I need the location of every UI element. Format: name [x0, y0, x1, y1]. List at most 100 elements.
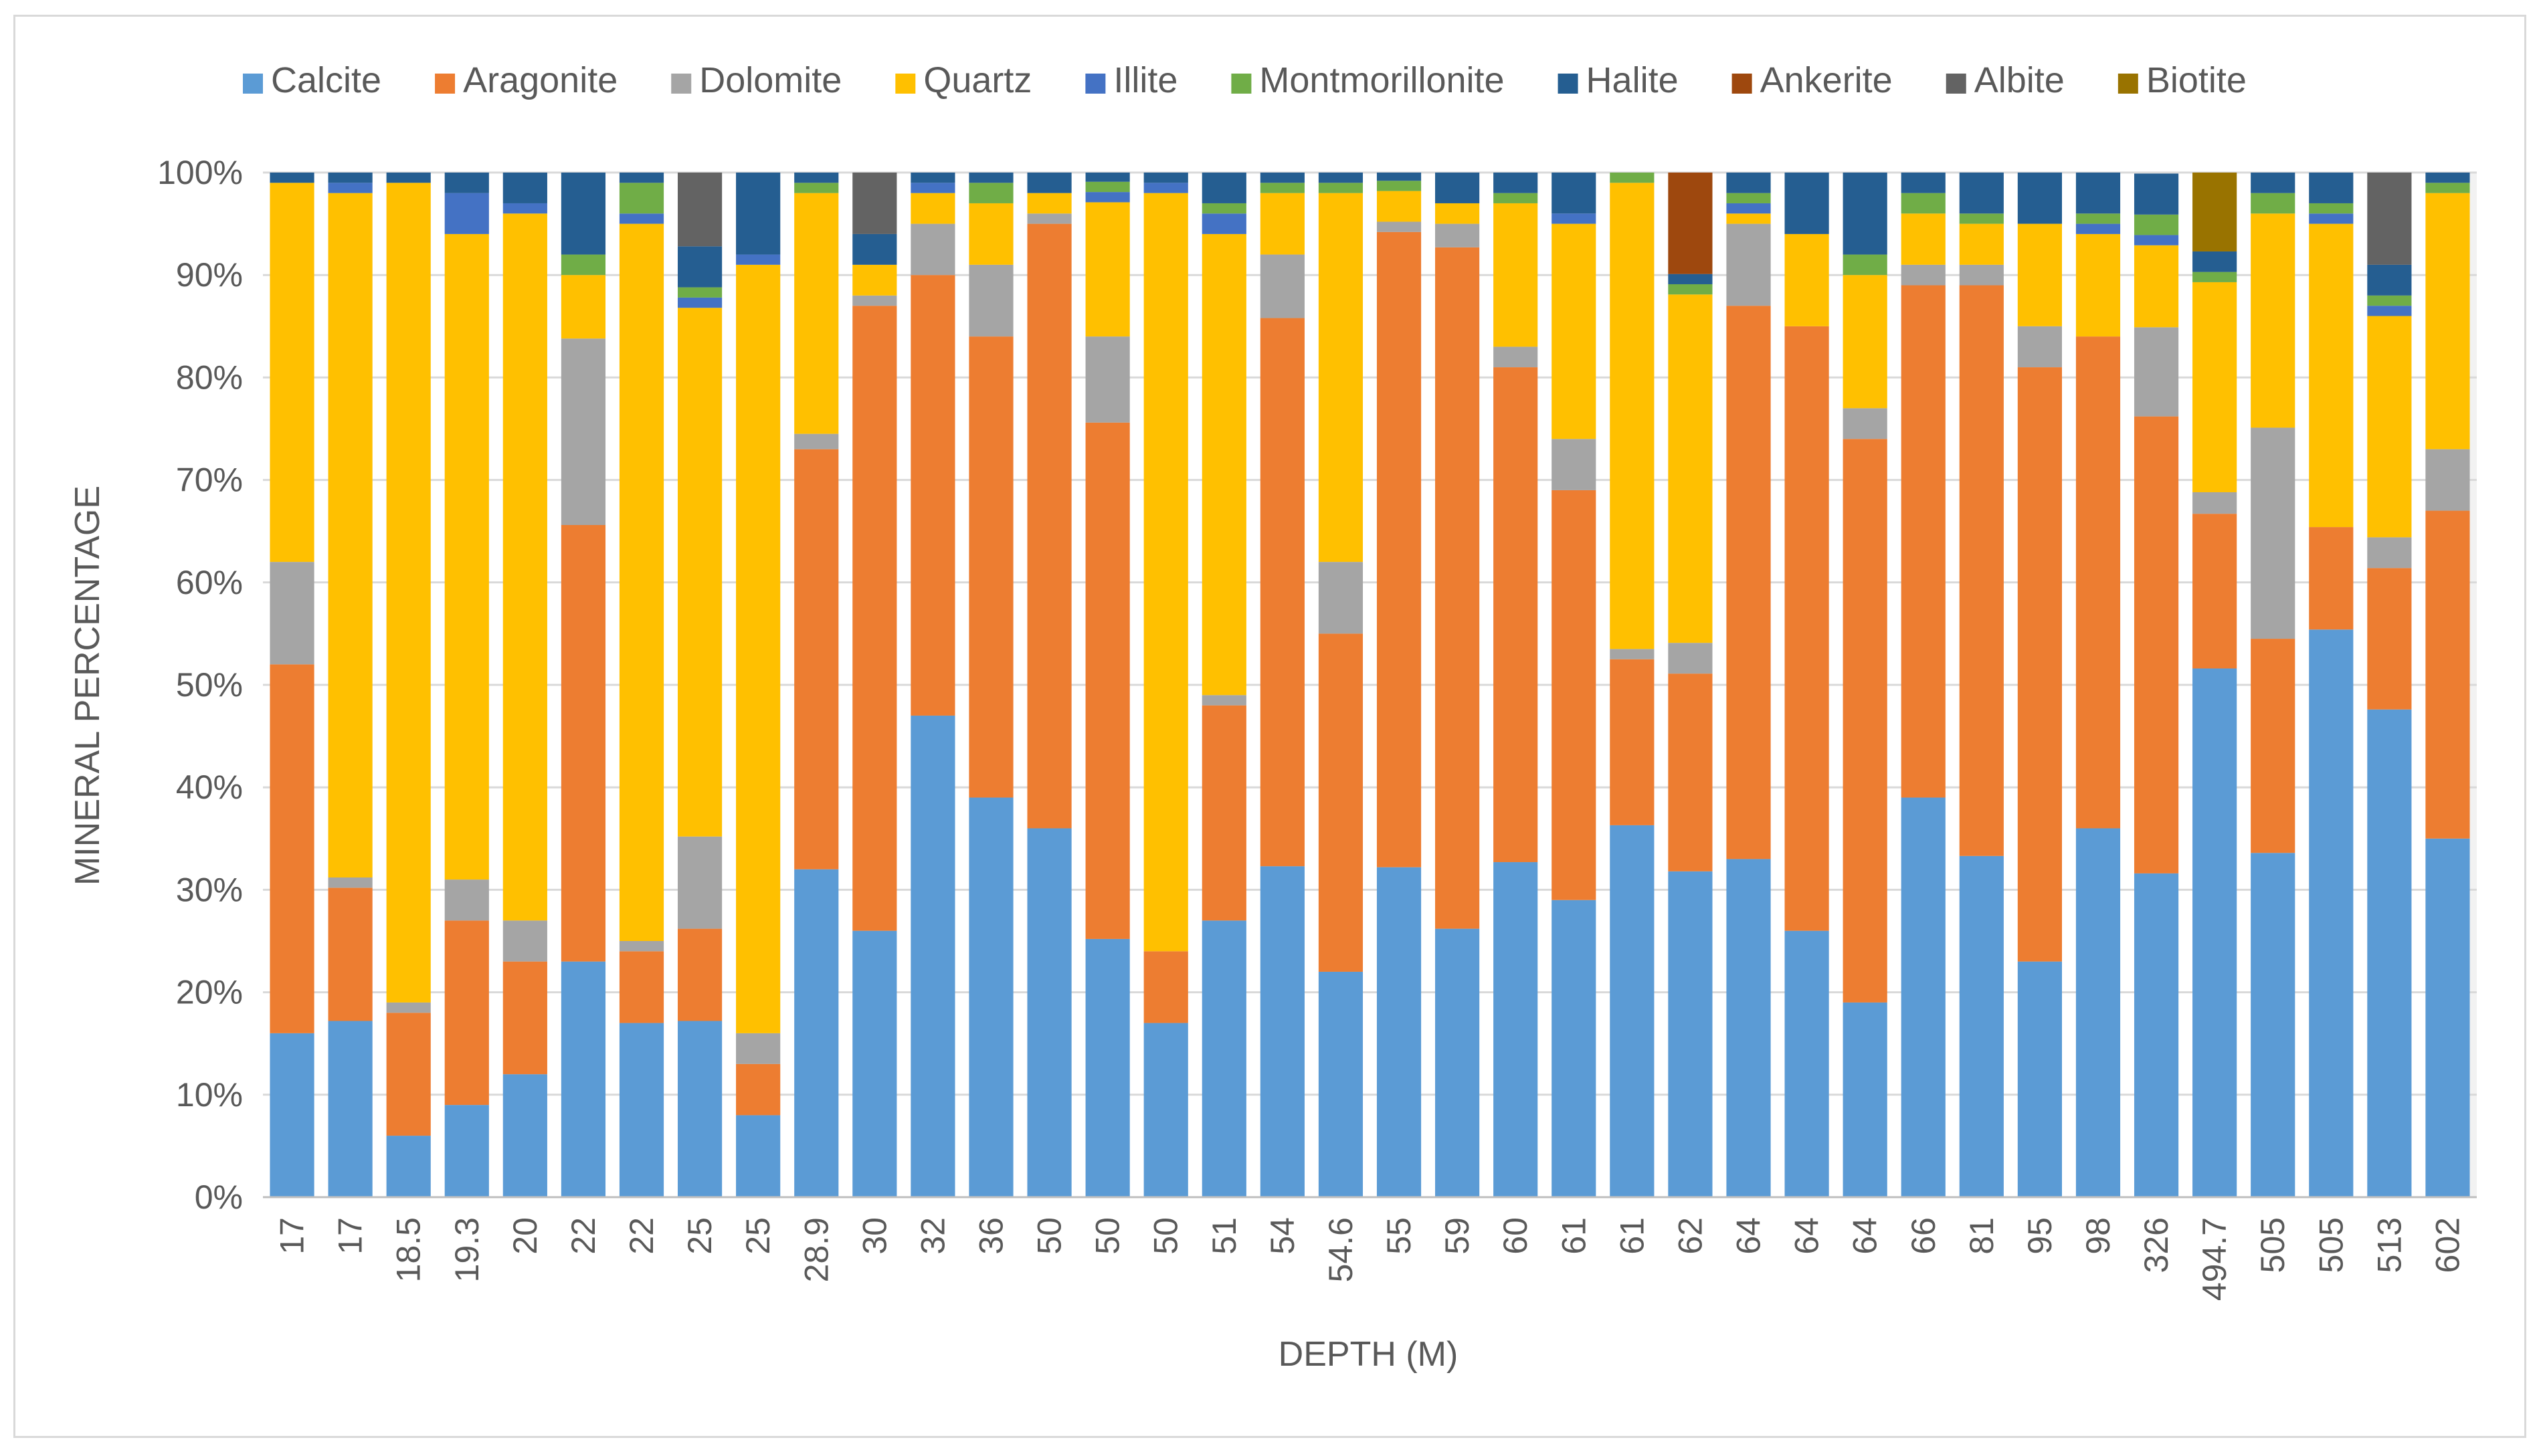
bar-segment-calcite [502, 1074, 547, 1197]
bar-segment-dolomite [1843, 408, 1887, 439]
legend-swatch-biotite [2118, 74, 2138, 94]
bar-segment-illite [328, 183, 373, 193]
x-tick-label: 22 [565, 1217, 602, 1255]
bar-segment-aragonite [2309, 527, 2354, 630]
legend-label-albite: Albite [1974, 60, 2065, 100]
bar-segment-illite [2075, 223, 2121, 234]
bar-segment-aragonite [1202, 705, 1246, 921]
bar-segment-calcite [386, 1136, 431, 1197]
bar-segment-dolomite [619, 941, 664, 952]
bar-segment-quartz [1959, 223, 2004, 265]
bar-segment-dolomite [328, 877, 373, 888]
y-tick-label: 90% [176, 256, 243, 294]
bar-segment-halite [2251, 173, 2295, 193]
bar-segment-calcite [270, 1033, 314, 1197]
bar-segment-illite [1202, 213, 1246, 234]
bar-segment-calcite [2192, 668, 2237, 1197]
bar-segment-montmorillonite [1085, 181, 1130, 193]
bar-segment-aragonite [2251, 639, 2295, 853]
bar-segment-quartz [2309, 223, 2354, 528]
bar-segment-quartz [2251, 213, 2295, 428]
bar-segment-aragonite [794, 449, 839, 869]
bar-segment-aragonite [328, 888, 373, 1021]
bar-segment-calcite [2367, 709, 2412, 1197]
bar-segment-aragonite [2425, 510, 2470, 839]
x-tick-label: 19.3 [448, 1217, 486, 1282]
bar-segment-calcite [1085, 938, 1130, 1197]
x-tick-label: 25 [681, 1217, 719, 1255]
bar-segment-aragonite [969, 336, 1014, 798]
y-tick-label: 40% [176, 768, 243, 806]
bar-segment-aragonite [1784, 326, 1829, 931]
bar-segment-ankerite [1668, 173, 1713, 274]
bar-segment-aragonite [1959, 285, 2004, 856]
x-tick-label: 64 [1730, 1217, 1768, 1255]
x-tick-label: 54.6 [1322, 1217, 1359, 1282]
bar-segment-aragonite [911, 275, 955, 716]
bar-segment-illite [2367, 306, 2412, 316]
bar-segment-calcite [911, 715, 955, 1197]
x-tick-label: 60 [1497, 1217, 1534, 1255]
x-tick-label: 17 [332, 1217, 369, 1255]
x-tick-label: 326 [2138, 1217, 2175, 1273]
legend-swatch-quartz [895, 74, 916, 94]
bar-segment-montmorillonite [2309, 203, 2354, 214]
bar-segment-quartz [852, 264, 897, 296]
legend-label-montmorillonite: Montmorillonite [1259, 60, 1504, 100]
bar-segment-quartz [2192, 282, 2237, 492]
bar-segment-quartz [2425, 193, 2470, 449]
legend-swatch-calcite [243, 74, 263, 94]
bar-segment-calcite [619, 1023, 664, 1197]
bar-segment-halite [678, 246, 723, 288]
bar-segment-quartz [2367, 316, 2412, 538]
bar-segment-aragonite [1901, 285, 1946, 798]
bar-segment-quartz [328, 193, 373, 878]
legend-label-halite: Halite [1586, 60, 1679, 100]
x-tick-label: 50 [1089, 1217, 1127, 1255]
bar-segment-quartz [1610, 183, 1655, 649]
y-tick-label: 10% [176, 1076, 243, 1114]
bar-segment-montmorillonite [1726, 193, 1771, 203]
bar-segment-dolomite [444, 879, 489, 921]
bar-segment-aragonite [1610, 659, 1655, 825]
legend-swatch-montmorillonite [1231, 74, 1252, 94]
bar-segment-quartz [1085, 202, 1130, 337]
bar-segment-montmorillonite [794, 183, 839, 193]
x-axis-title: DEPTH (M) [1279, 1335, 1458, 1374]
bar-segment-calcite [328, 1021, 373, 1197]
bar-segment-quartz [2075, 233, 2121, 337]
x-tick-label: 95 [2021, 1217, 2059, 1255]
bar-segment-aragonite [1085, 422, 1130, 939]
bar-segment-montmorillonite [678, 287, 723, 298]
bar-segment-aragonite [736, 1063, 781, 1116]
bar-segment-dolomite [1959, 264, 2004, 286]
bar-segment-dolomite [1435, 223, 1480, 247]
x-tick-label: 602 [2429, 1217, 2466, 1273]
x-tick-label: 61 [1613, 1217, 1651, 1255]
bar-segment-dolomite [2425, 449, 2470, 511]
bar-segment-montmorillonite [2192, 272, 2237, 282]
bar-segment-aragonite [386, 1013, 431, 1136]
bar-segment-dolomite [969, 264, 1014, 337]
bar-segment-calcite [2309, 629, 2354, 1197]
bar-segment-aragonite [1668, 673, 1713, 871]
bar-segment-montmorillonite [561, 254, 606, 276]
x-tick-label: 62 [1671, 1217, 1709, 1255]
bar-segment-montmorillonite [2134, 214, 2179, 235]
bar-segment-aragonite [1435, 247, 1480, 929]
x-tick-label: 64 [1788, 1217, 1826, 1255]
bar-segment-halite [2367, 264, 2412, 296]
bar-segment-aragonite [2367, 568, 2412, 710]
legend-label-calcite: Calcite [271, 60, 381, 100]
y-tick-label: 70% [176, 461, 243, 499]
x-tick-label: 32 [914, 1217, 951, 1255]
bar-segment-halite [1668, 274, 1713, 284]
bar-segment-quartz [678, 308, 723, 837]
x-tick-label: 36 [972, 1217, 1010, 1255]
bar-segment-calcite [1318, 971, 1363, 1197]
x-tick-label: 59 [1438, 1217, 1476, 1255]
y-tick-label: 50% [176, 666, 243, 704]
bar-segment-aragonite [561, 525, 606, 962]
bar-segment-dolomite [1551, 439, 1596, 490]
